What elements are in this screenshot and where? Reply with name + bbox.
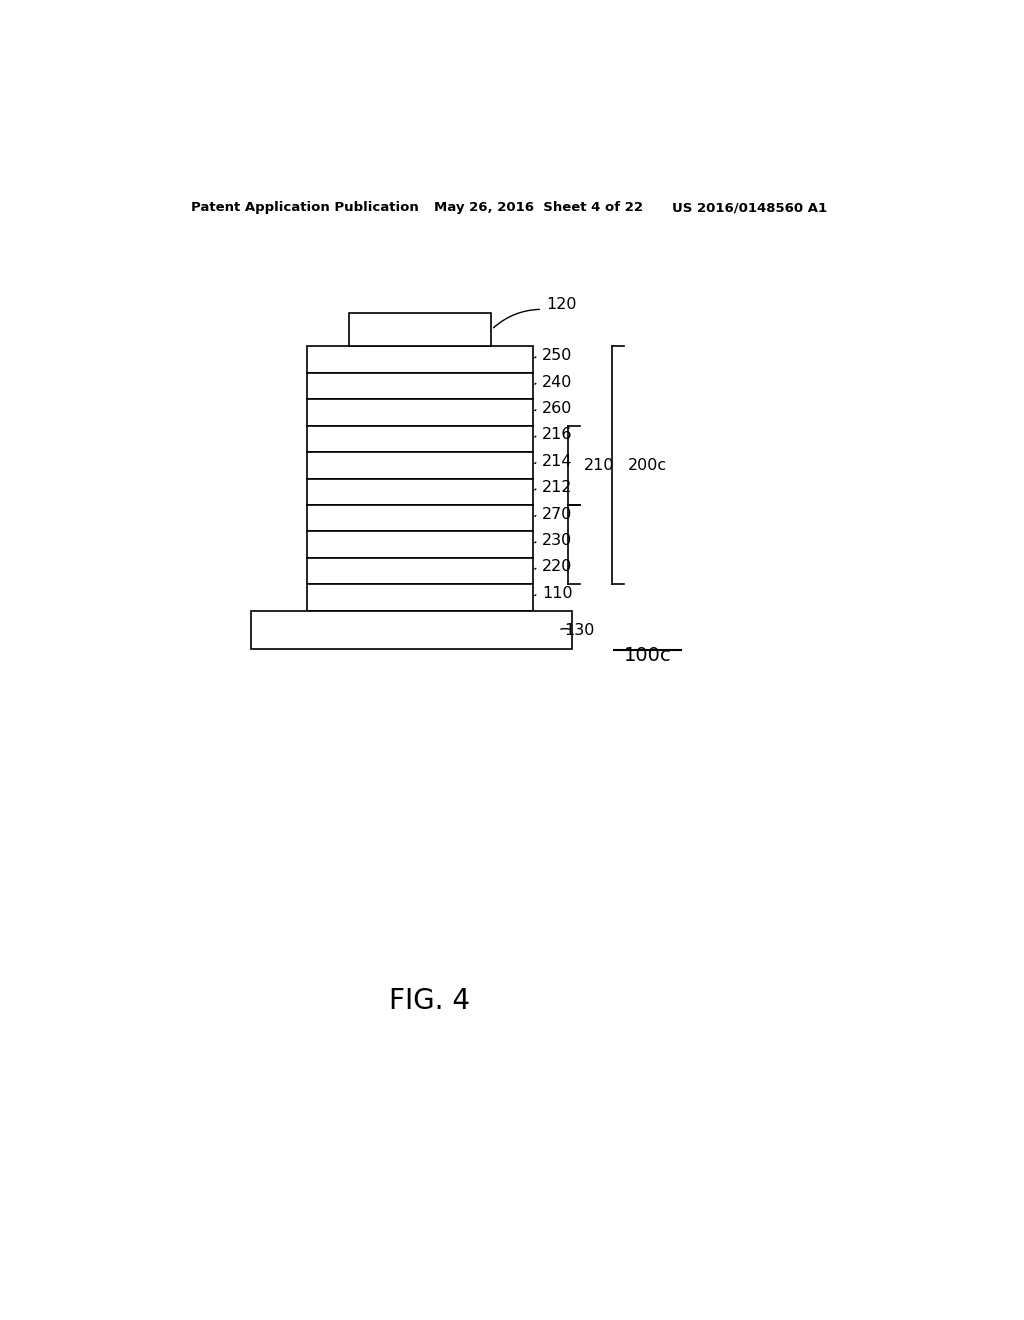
Bar xyxy=(306,532,532,558)
Text: 230: 230 xyxy=(543,533,572,548)
Text: 200c: 200c xyxy=(628,458,667,473)
Text: 212: 212 xyxy=(543,480,572,495)
Bar xyxy=(306,372,532,399)
Bar xyxy=(251,611,572,649)
Text: 120: 120 xyxy=(546,297,577,312)
Text: 216: 216 xyxy=(543,428,572,442)
Text: US 2016/0148560 A1: US 2016/0148560 A1 xyxy=(672,201,826,214)
Bar xyxy=(306,558,532,585)
Text: May 26, 2016  Sheet 4 of 22: May 26, 2016 Sheet 4 of 22 xyxy=(433,201,642,214)
Text: 240: 240 xyxy=(543,375,572,389)
Bar xyxy=(306,346,532,372)
Text: 270: 270 xyxy=(543,507,572,521)
Text: 214: 214 xyxy=(543,454,572,469)
Text: 220: 220 xyxy=(543,560,572,574)
Bar xyxy=(306,479,532,506)
Text: 250: 250 xyxy=(543,348,572,363)
Text: 130: 130 xyxy=(564,623,595,638)
Text: FIG. 4: FIG. 4 xyxy=(389,987,470,1015)
Text: Patent Application Publication: Patent Application Publication xyxy=(191,201,419,214)
Bar xyxy=(306,426,532,453)
Bar xyxy=(306,585,532,611)
Text: 210: 210 xyxy=(585,458,614,473)
Text: 260: 260 xyxy=(543,401,572,416)
Bar xyxy=(348,313,492,346)
Bar xyxy=(306,506,532,532)
Text: 100c: 100c xyxy=(624,647,672,665)
Text: 110: 110 xyxy=(543,586,572,601)
Bar xyxy=(306,399,532,426)
Bar xyxy=(306,453,532,479)
